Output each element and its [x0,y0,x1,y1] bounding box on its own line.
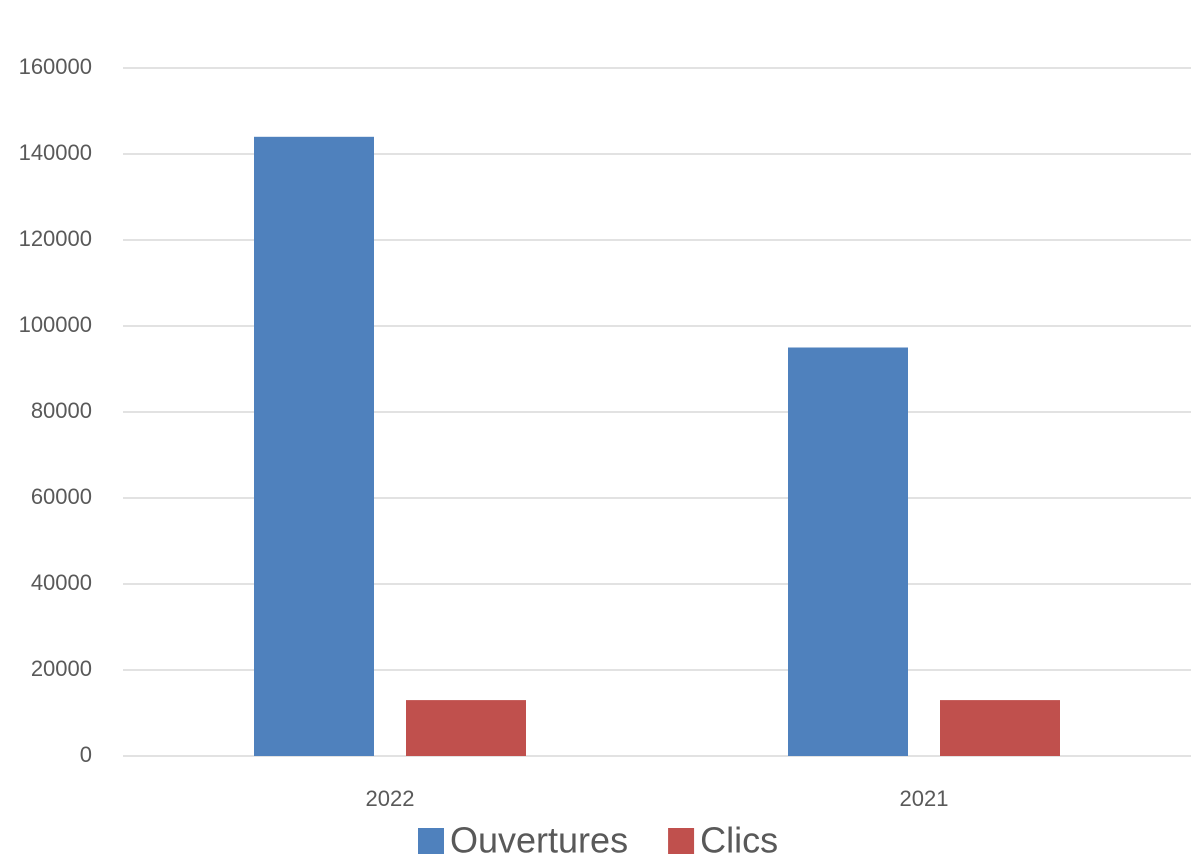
y-tick-label: 140000 [19,140,92,165]
x-tick-label: 2021 [900,786,949,811]
legend-label: Ouvertures [450,820,628,860]
bar [788,347,908,756]
y-tick-label: 0 [80,742,92,767]
bar [940,700,1060,756]
y-tick-label: 20000 [31,656,92,681]
bar [406,700,526,756]
legend-swatch [668,828,695,854]
legend-label: Clics [700,820,778,860]
y-tick-label: 120000 [19,226,92,251]
y-tick-label: 60000 [31,484,92,509]
legend-swatch [418,828,444,854]
y-tick-label: 160000 [19,54,92,79]
y-tick-label: 80000 [31,398,92,423]
bar [254,136,374,757]
y-tick-label: 100000 [19,312,92,337]
y-tick-label: 40000 [31,570,92,595]
x-tick-label: 2022 [366,786,415,811]
